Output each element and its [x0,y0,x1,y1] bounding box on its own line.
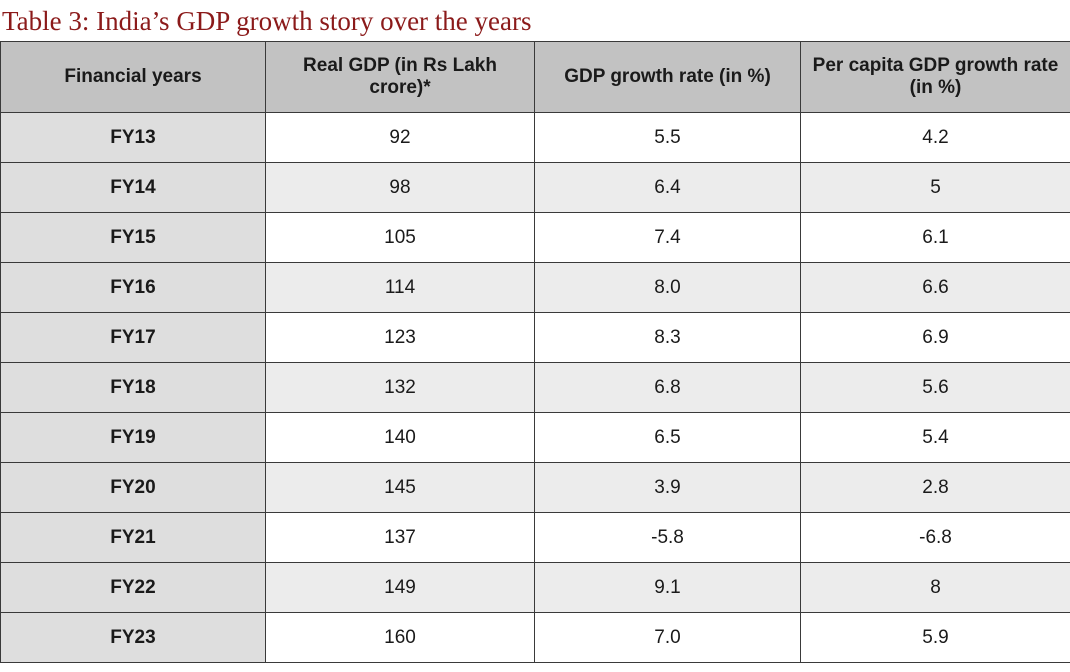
cell-per-capita-growth-rate: 6.1 [800,212,1070,263]
cell-real-gdp: 137 [265,512,535,563]
cell-gdp-growth-rate: 8.3 [534,312,801,363]
table-row: FY22 149 9.1 8 [0,562,1070,613]
cell-real-gdp: 145 [265,462,535,513]
table-row: FY21 137 -5.8 -6.8 [0,512,1070,563]
cell-per-capita-growth-rate: 5 [800,162,1070,213]
table-body: FY13 92 5.5 4.2 FY14 98 6.4 5 FY15 105 7.4 6.1 FY16 1… [0,112,1070,663]
cell-financial-year: FY21 [0,512,266,563]
cell-real-gdp: 98 [265,162,535,213]
cell-real-gdp: 114 [265,262,535,313]
cell-financial-year: FY14 [0,162,266,213]
cell-financial-year: FY23 [0,612,266,663]
table-row: FY15 105 7.4 6.1 [0,212,1070,263]
cell-real-gdp: 105 [265,212,535,263]
table-row: FY14 98 6.4 5 [0,162,1070,213]
table-header-row: Financial years Real GDP (in Rs Lakh cro… [0,41,1070,113]
table-row: FY16 114 8.0 6.6 [0,262,1070,313]
cell-gdp-growth-rate: -5.8 [534,512,801,563]
header-per-capita-growth-rate: Per capita GDP growth rate (in %) [800,41,1070,113]
cell-financial-year: FY22 [0,562,266,613]
header-gdp-growth-rate: GDP growth rate (in %) [534,41,801,113]
table-row: FY20 145 3.9 2.8 [0,462,1070,513]
header-real-gdp: Real GDP (in Rs Lakh crore)* [265,41,535,113]
cell-financial-year: FY17 [0,312,266,363]
cell-gdp-growth-rate: 6.8 [534,362,801,413]
cell-per-capita-growth-rate: 5.9 [800,612,1070,663]
cell-per-capita-growth-rate: 5.4 [800,412,1070,463]
cell-gdp-growth-rate: 5.5 [534,112,801,163]
table-row: FY18 132 6.8 5.6 [0,362,1070,413]
cell-financial-year: FY18 [0,362,266,413]
cell-gdp-growth-rate: 6.5 [534,412,801,463]
cell-financial-year: FY19 [0,412,266,463]
cell-per-capita-growth-rate: 6.9 [800,312,1070,363]
cell-gdp-growth-rate: 9.1 [534,562,801,613]
cell-per-capita-growth-rate: 6.6 [800,262,1070,313]
cell-per-capita-growth-rate: 4.2 [800,112,1070,163]
cell-financial-year: FY16 [0,262,266,313]
cell-financial-year: FY15 [0,212,266,263]
cell-gdp-growth-rate: 7.0 [534,612,801,663]
cell-per-capita-growth-rate: 2.8 [800,462,1070,513]
cell-real-gdp: 92 [265,112,535,163]
cell-gdp-growth-rate: 8.0 [534,262,801,313]
cell-financial-year: FY20 [0,462,266,513]
cell-gdp-growth-rate: 7.4 [534,212,801,263]
cell-per-capita-growth-rate: -6.8 [800,512,1070,563]
table-row: FY19 140 6.5 5.4 [0,412,1070,463]
header-financial-years: Financial years [0,41,266,113]
cell-real-gdp: 123 [265,312,535,363]
cell-real-gdp: 149 [265,562,535,613]
cell-real-gdp: 160 [265,612,535,663]
table-row: FY17 123 8.3 6.9 [0,312,1070,363]
gdp-table: Financial years Real GDP (in Rs Lakh cro… [0,41,1070,663]
cell-gdp-growth-rate: 3.9 [534,462,801,513]
cell-real-gdp: 140 [265,412,535,463]
cell-real-gdp: 132 [265,362,535,413]
table-row: FY23 160 7.0 5.9 [0,612,1070,663]
cell-per-capita-growth-rate: 8 [800,562,1070,613]
table-caption: Table 3: India’s GDP growth story over t… [2,6,532,36]
cell-gdp-growth-rate: 6.4 [534,162,801,213]
cell-financial-year: FY13 [0,112,266,163]
table-row: FY13 92 5.5 4.2 [0,112,1070,163]
cell-per-capita-growth-rate: 5.6 [800,362,1070,413]
